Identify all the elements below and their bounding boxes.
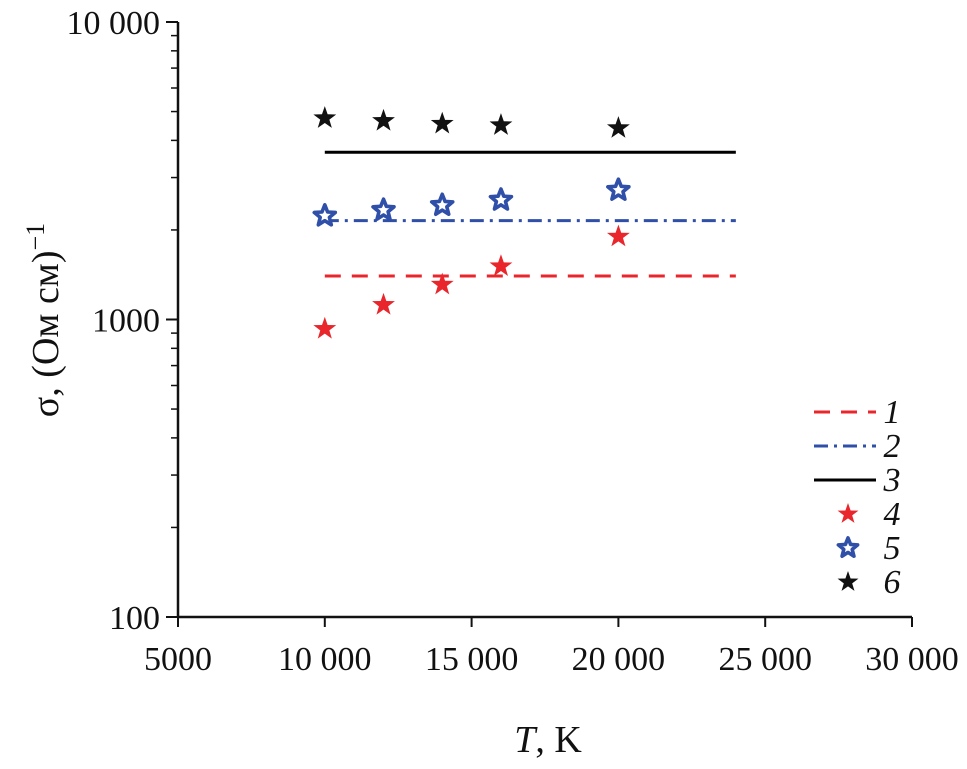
legend-label-5: 5: [884, 530, 901, 567]
series-4-point: [430, 272, 454, 295]
legend-item-2: 2: [814, 428, 901, 465]
series-4-point: [489, 254, 513, 276]
series-4-point: [606, 224, 630, 247]
y-axis-title-exponent: −1: [21, 223, 50, 251]
series-4-point: [313, 316, 337, 339]
series-4: [313, 224, 630, 339]
series-4-point: [372, 292, 395, 315]
legend-label-1: 1: [884, 394, 901, 431]
series-6-point: [430, 111, 454, 134]
series-layer: [312, 106, 736, 339]
series-5-point: [429, 192, 455, 217]
axes: [176, 22, 912, 619]
series-6: [313, 106, 630, 138]
series-5-point: [606, 177, 631, 201]
legend-label-2: 2: [884, 428, 901, 465]
y-tick-label: 1000: [92, 303, 160, 340]
x-axis-title-italic: T: [514, 719, 538, 761]
legend-marker-6: [837, 571, 859, 591]
x-tick-label: 15 000: [425, 641, 519, 678]
y-axis-title-main: σ, (Ом см): [25, 250, 67, 417]
y-tick-label: 10 000: [67, 5, 161, 42]
x-tick-label: 30 000: [865, 641, 959, 678]
x-tick-label: 20 000: [572, 641, 666, 678]
series-6-point: [372, 108, 395, 131]
legend-item-6: 6: [837, 564, 901, 601]
series-5: [312, 177, 631, 227]
legend-item-5: 5: [836, 530, 901, 567]
x-tick-label: 5000: [144, 641, 212, 678]
legend-item-1: 1: [814, 394, 901, 431]
x-tick-label: 10 000: [278, 641, 372, 678]
x-axis-title-unit: , K: [535, 719, 582, 761]
x-axis-title: T, K: [514, 719, 582, 761]
y-tick-label: 100: [109, 600, 160, 637]
series-6-point: [313, 106, 337, 128]
legend-marker-4: [837, 503, 859, 523]
ticks: 5000 10 000 15 000 20 000 25 000 30 000 100 100…: [67, 5, 959, 678]
series-6-point: [489, 113, 513, 135]
x-tick-label: 25 000: [718, 641, 812, 678]
series-5-point: [488, 187, 514, 211]
series-5-point: [371, 197, 396, 221]
series-5-point: [312, 203, 338, 227]
legend-label-3: 3: [883, 462, 901, 499]
legend-label-4: 4: [884, 496, 901, 533]
y-axis-title: σ, (Ом см)−1: [21, 223, 67, 417]
legend-marker-5: [836, 536, 860, 558]
series-6-point: [606, 116, 630, 138]
legend-label-6: 6: [884, 564, 901, 601]
legend-item-3: 3: [814, 462, 901, 499]
legend-item-4: 4: [837, 496, 901, 533]
